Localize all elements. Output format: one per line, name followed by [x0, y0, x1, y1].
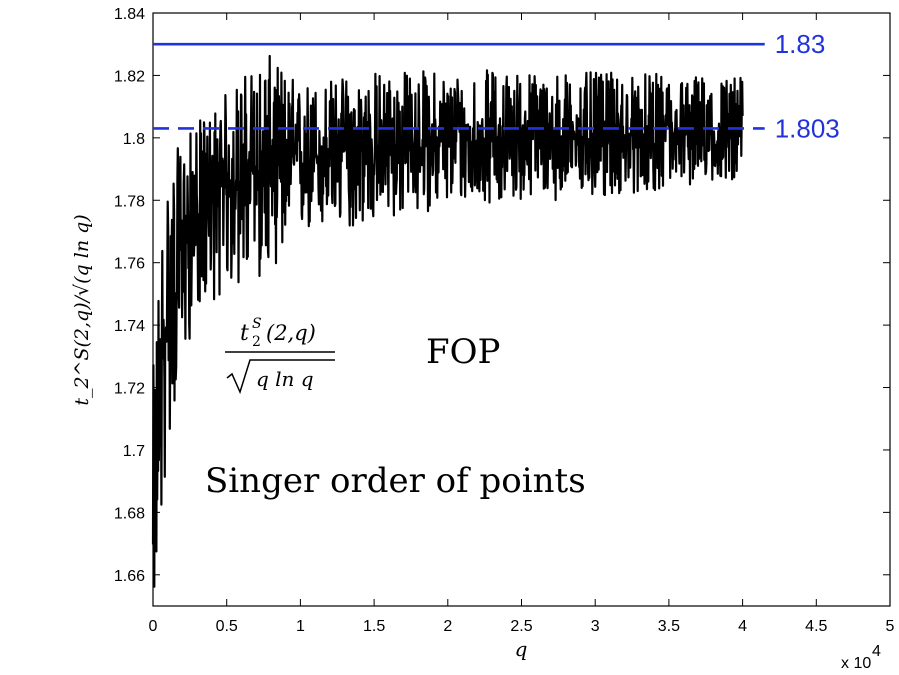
x-tick-label: 1.5 [363, 618, 385, 635]
fraction-numerator-sub: 2 [252, 334, 261, 350]
fraction-numerator-args: (2,q) [266, 321, 316, 345]
y-axis-label-text: t_2^S(2,q)/√(q ln q) [71, 214, 93, 405]
y-tick-label: 1.74 [114, 318, 145, 335]
y-tick-label: 1.82 [114, 68, 145, 85]
series-layer [151, 54, 744, 588]
y-tick-label: 1.72 [114, 381, 145, 398]
reference-line-label: 1.83 [775, 29, 826, 59]
x-tick-label: 2.5 [510, 618, 532, 635]
fraction-denominator: q ln q [256, 367, 314, 391]
fraction-annotation: t S 2 (2,q) q ln q [225, 316, 335, 395]
x-tick-label: 4.5 [805, 618, 827, 635]
y-axis-label: t_2^S(2,q)/√(q ln q) [71, 214, 93, 405]
fraction-numerator-sup: S [252, 316, 262, 332]
y-tick-label: 1.76 [114, 256, 145, 273]
x-tick-label: 4 [738, 618, 747, 635]
x-tick-label: 3.5 [658, 618, 680, 635]
fraction-numerator-t: t [240, 321, 249, 346]
x-axis-label: q [515, 637, 528, 661]
x-multiplier-label: x 10 [841, 655, 871, 672]
series-line [151, 54, 744, 588]
x-axis-ticks: 0 0.5 1 1.5 2 2.5 3 3.5 4 4.5 5 [149, 13, 895, 635]
x-tick-label: 0.5 [216, 618, 238, 635]
x-tick-label: 3 [591, 618, 600, 635]
reference-lines: 1.83 1.803 [153, 29, 840, 143]
y-tick-label: 1.68 [114, 505, 145, 522]
y-tick-label: 1.66 [114, 568, 145, 585]
singer-annotation: Singer order of points [205, 461, 586, 501]
x-multiplier-exponent: 4 [872, 643, 881, 660]
y-tick-label: 1.7 [123, 443, 145, 460]
reference-line-label: 1.803 [775, 113, 840, 143]
x-tick-label: 5 [886, 618, 895, 635]
x-tick-label: 2 [443, 618, 452, 635]
y-tick-label: 1.8 [123, 131, 145, 148]
x-tick-label: 0 [149, 618, 158, 635]
x-tick-label: 1 [296, 618, 305, 635]
sqrt-sign [226, 359, 335, 395]
y-tick-label: 1.84 [114, 6, 145, 23]
plot-area [152, 12, 891, 607]
y-axis-ticks: 1.66 1.68 1.7 1.72 1.74 1.76 1.78 1.8 1.82 1.84 [114, 6, 890, 585]
y-tick-label: 1.78 [114, 193, 145, 210]
fop-annotation: FOP [426, 332, 500, 372]
